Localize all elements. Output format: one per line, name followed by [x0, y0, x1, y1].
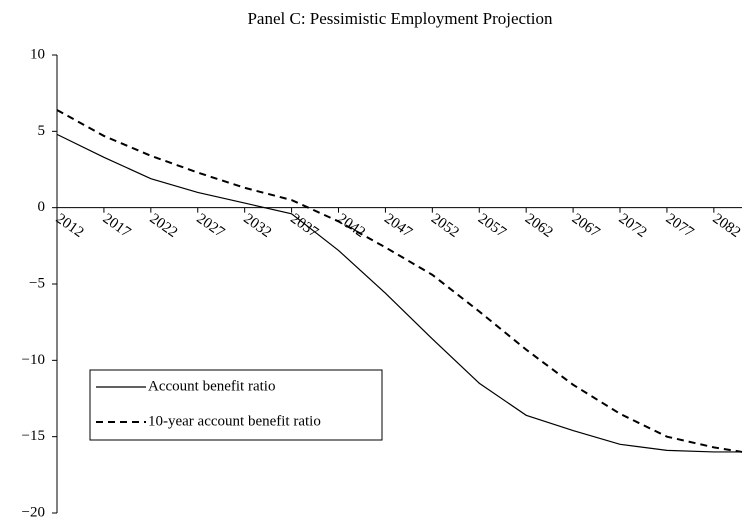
legend-label: 10-year account benefit ratio: [148, 413, 321, 429]
x-tick-label: 2022: [147, 211, 181, 241]
x-tick-label: 2027: [193, 211, 227, 242]
y-tick-label: −10: [22, 352, 45, 368]
x-tick-label: 2017: [100, 211, 134, 242]
x-tick-label: 2062: [522, 211, 556, 241]
y-tick-label: −15: [22, 428, 45, 444]
y-tick-label: 5: [38, 123, 46, 139]
y-tick-label: −20: [22, 504, 45, 520]
x-tick-label: 2037: [287, 211, 321, 242]
legend-label: Account benefit ratio: [148, 378, 275, 394]
chart-title: Panel C: Pessimistic Employment Projecti…: [247, 9, 553, 28]
x-tick-label: 2057: [475, 211, 509, 242]
x-tick-label: 2052: [428, 211, 462, 241]
legend-box: [89, 369, 383, 441]
line-series: [56, 133, 742, 453]
x-tick-label: 2072: [616, 211, 650, 241]
y-tick-label: −5: [29, 275, 45, 291]
y-tick-label: 10: [30, 46, 45, 62]
x-tick-label: 2012: [53, 211, 87, 241]
x-tick-label: 2032: [240, 211, 274, 241]
x-tick-label: 2042: [334, 211, 368, 241]
x-tick-label: 2047: [381, 211, 415, 242]
x-tick-label: 2082: [710, 211, 744, 241]
x-tick-label: 2067: [569, 211, 603, 242]
x-tick-label: 2077: [663, 211, 697, 242]
line-series: [56, 109, 743, 453]
y-tick-label: 0: [38, 199, 46, 215]
